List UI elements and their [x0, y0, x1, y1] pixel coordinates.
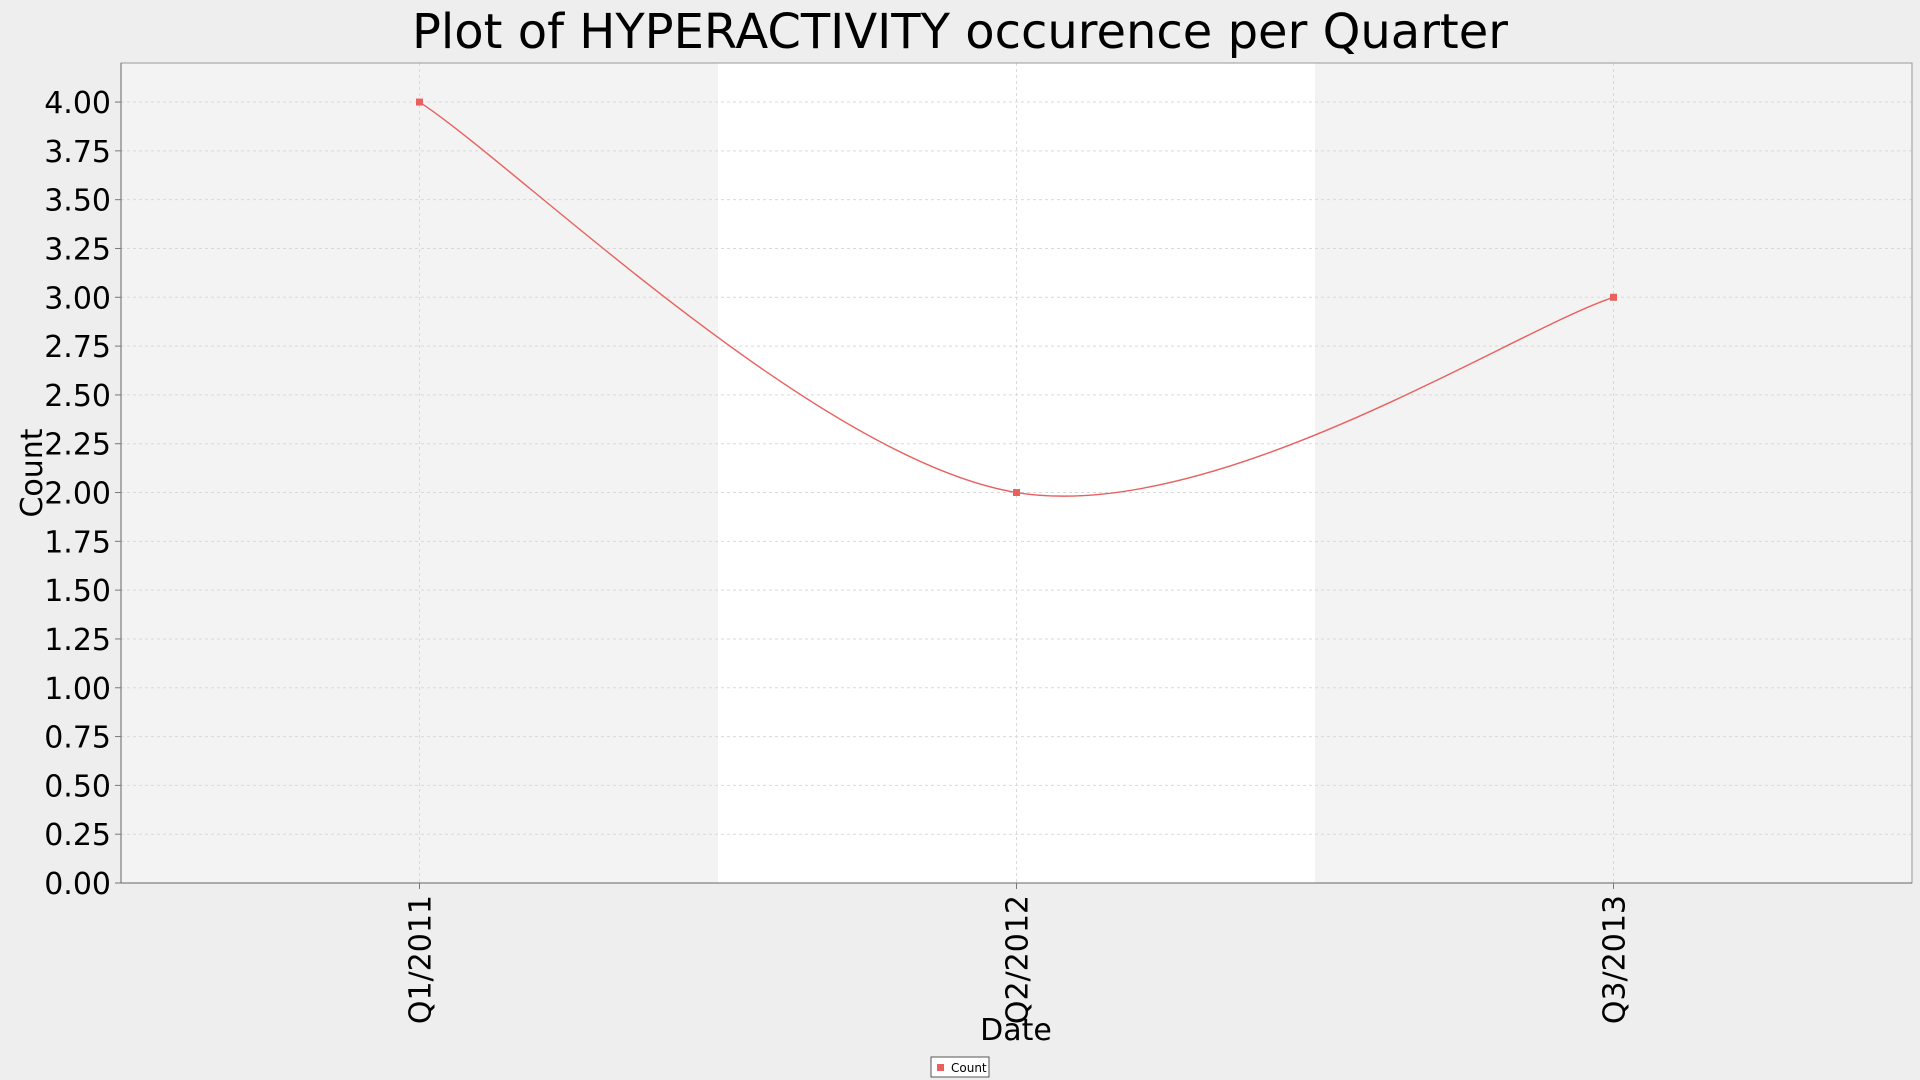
- legend-marker: [937, 1064, 944, 1071]
- y-tick-label: 1.25: [44, 623, 111, 658]
- y-tick-label: 3.25: [44, 232, 111, 267]
- x-tick-label: Q1/2011: [404, 895, 439, 1024]
- chart-title: Plot of HYPERACTIVITY occurence per Quar…: [412, 4, 1508, 60]
- y-axis-ticks: 0.00 0.25 0.50 0.75 1.00 1.25 1.50 1.75 2.00 2.25…: [44, 86, 121, 902]
- y-tick-label: 4.00: [44, 86, 111, 121]
- y-tick-label: 3.75: [44, 135, 111, 170]
- x-tick-label: Q2/2012: [1001, 895, 1036, 1024]
- y-tick-label: 0.50: [44, 769, 111, 804]
- x-axis-ticks: Q1/2011 Q2/2012 Q3/2013: [404, 883, 1633, 1024]
- y-tick-label: 2.25: [44, 428, 111, 463]
- y-tick-label: 0.00: [44, 867, 111, 902]
- y-tick-label: 2.00: [44, 477, 111, 512]
- y-tick-label: 3.00: [44, 281, 111, 316]
- data-point: [416, 98, 423, 106]
- y-axis-label: Count: [15, 428, 50, 517]
- x-tick-label: Q3/2013: [1598, 895, 1633, 1024]
- y-tick-label: 3.50: [44, 184, 111, 219]
- y-tick-label: 1.75: [44, 525, 111, 560]
- data-point: [1013, 489, 1020, 497]
- y-tick-label: 0.75: [44, 721, 111, 756]
- y-tick-label: 1.50: [44, 574, 111, 609]
- y-tick-label: 1.00: [44, 672, 111, 707]
- y-tick-label: 2.50: [44, 379, 111, 414]
- legend-box: [930, 1056, 990, 1078]
- data-point: [1610, 293, 1617, 301]
- legend: Count: [930, 1056, 990, 1078]
- legend-label: Count: [951, 1061, 987, 1075]
- y-tick-label: 2.75: [44, 330, 111, 365]
- x-axis-label: Date: [980, 1013, 1052, 1048]
- y-tick-label: 0.25: [44, 818, 111, 853]
- series-count: [416, 98, 1617, 497]
